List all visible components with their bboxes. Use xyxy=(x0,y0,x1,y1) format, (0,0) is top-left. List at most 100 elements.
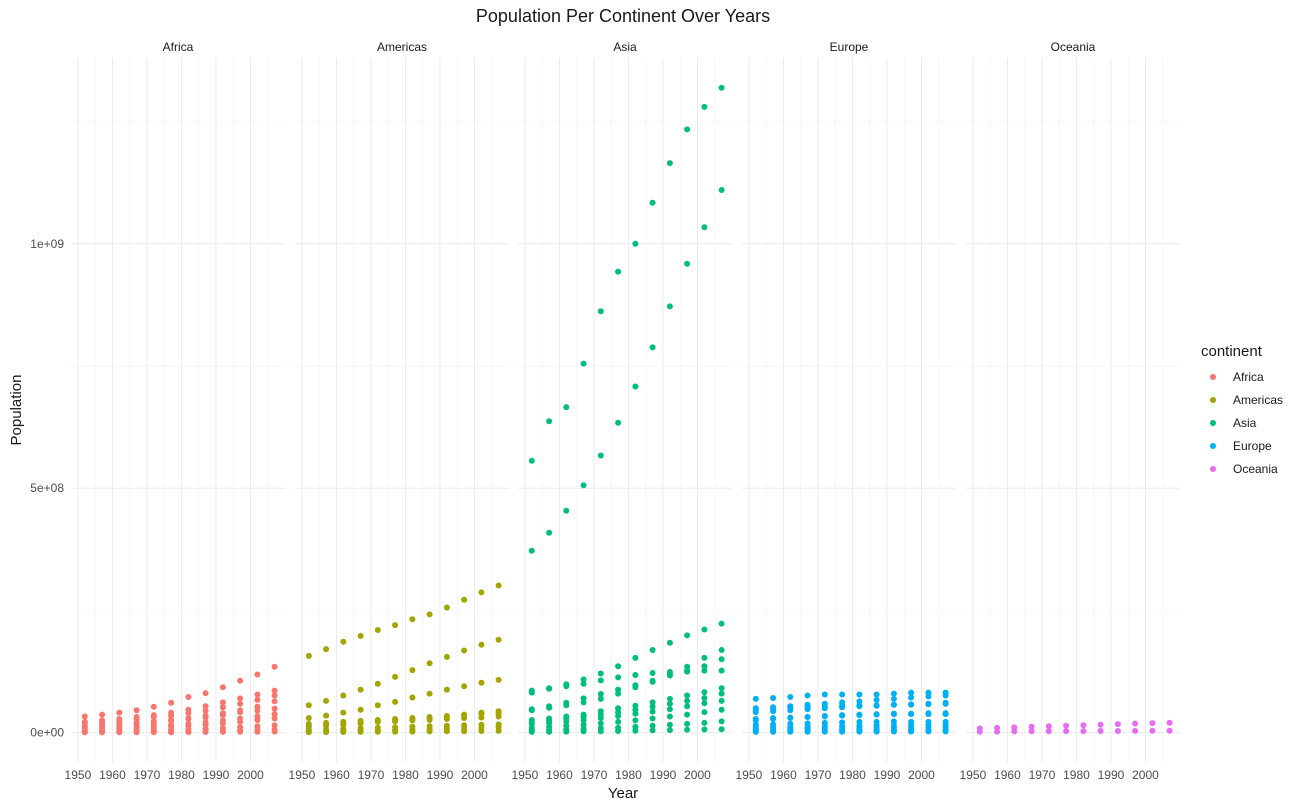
data-point xyxy=(443,653,450,660)
data-point xyxy=(340,729,347,735)
x-tick-label: 1980 xyxy=(615,768,642,782)
data-point xyxy=(580,482,587,489)
x-tick-label: 1990 xyxy=(203,768,230,782)
data-point xyxy=(873,691,880,698)
data-point xyxy=(890,695,897,702)
data-point xyxy=(461,715,468,721)
data-point xyxy=(718,697,725,704)
data-point xyxy=(701,709,708,716)
panel-europe: Europe 1950 1960 1970 1980 1990 2000 xyxy=(736,40,956,782)
data-point xyxy=(615,663,622,670)
x-tick-label: 1960 xyxy=(99,768,126,782)
data-point xyxy=(340,709,347,716)
data-point xyxy=(701,663,708,670)
data-point xyxy=(392,673,399,680)
data-point xyxy=(426,717,433,723)
y-tick-label: 5e+08 xyxy=(30,481,64,495)
data-point xyxy=(701,626,708,633)
facet-panels: Africa 1950 1960 1970 1980 1990 2000 Americas 19… xyxy=(30,40,1180,782)
data-point xyxy=(908,711,915,718)
data-point xyxy=(649,670,656,676)
data-point xyxy=(374,680,381,687)
data-point xyxy=(271,705,278,712)
x-tick-label: 2000 xyxy=(684,768,711,782)
data-point xyxy=(649,677,656,684)
data-point xyxy=(701,224,708,231)
data-point xyxy=(392,698,399,705)
data-point xyxy=(409,728,416,735)
data-point xyxy=(305,729,312,736)
data-point xyxy=(666,706,673,713)
data-point xyxy=(461,647,468,654)
data-point xyxy=(546,703,553,710)
data-point xyxy=(666,700,673,707)
data-point xyxy=(392,718,399,725)
data-point xyxy=(597,715,604,721)
data-point xyxy=(787,715,794,721)
data-point xyxy=(478,728,485,734)
data-point xyxy=(323,697,330,704)
data-point xyxy=(1097,721,1104,728)
data-point xyxy=(271,663,278,670)
data-point xyxy=(478,714,485,721)
legend-label: Oceania xyxy=(1233,462,1278,476)
x-tick-label: 1950 xyxy=(960,768,987,782)
data-point xyxy=(632,682,639,689)
data-point xyxy=(908,701,915,708)
data-point xyxy=(81,729,88,736)
data-point xyxy=(357,706,364,713)
data-point xyxy=(615,728,622,734)
data-point xyxy=(632,672,639,678)
x-tick-label: 1960 xyxy=(770,768,797,782)
x-tick-label: 1990 xyxy=(650,768,677,782)
data-point xyxy=(597,695,604,702)
data-point xyxy=(99,711,106,718)
data-point xyxy=(925,728,932,735)
data-point xyxy=(942,692,949,699)
legend-label: Europe xyxy=(1233,439,1272,453)
data-point xyxy=(976,728,983,735)
x-tick-label: 1970 xyxy=(358,768,385,782)
data-point xyxy=(873,702,880,709)
facet-label: Europe xyxy=(830,40,869,54)
data-point xyxy=(202,714,209,721)
data-point xyxy=(942,699,949,706)
data-point xyxy=(185,729,192,736)
data-point xyxy=(856,691,863,698)
data-point xyxy=(409,717,416,724)
data-point xyxy=(925,700,932,707)
data-point xyxy=(340,692,347,699)
x-tick-label: 2000 xyxy=(908,768,935,782)
data-point xyxy=(701,700,708,707)
data-point xyxy=(219,684,226,691)
data-point xyxy=(718,187,725,193)
data-point xyxy=(202,703,209,710)
data-point xyxy=(528,728,535,735)
data-point xyxy=(478,679,485,686)
data-point xyxy=(461,683,468,690)
x-tick-label: 1980 xyxy=(839,768,866,782)
data-point xyxy=(701,103,708,110)
data-point xyxy=(925,693,932,700)
data-point xyxy=(770,728,777,735)
data-point xyxy=(237,728,244,735)
data-point xyxy=(495,713,502,720)
data-point xyxy=(1114,721,1121,728)
data-point xyxy=(271,692,278,699)
data-point xyxy=(357,632,364,639)
data-point xyxy=(666,695,673,702)
data-point xyxy=(99,729,106,736)
x-tick-label: 1990 xyxy=(1098,768,1125,782)
legend-key xyxy=(1210,397,1216,403)
data-point xyxy=(323,646,330,653)
data-point xyxy=(271,722,278,729)
data-point xyxy=(649,344,656,351)
data-point xyxy=(392,622,399,629)
data-point xyxy=(409,694,416,701)
data-point xyxy=(563,507,570,514)
x-tick-label: 1960 xyxy=(994,768,1021,782)
data-point xyxy=(563,681,570,688)
data-point xyxy=(374,702,381,709)
data-point xyxy=(271,728,278,735)
data-point xyxy=(890,711,897,718)
